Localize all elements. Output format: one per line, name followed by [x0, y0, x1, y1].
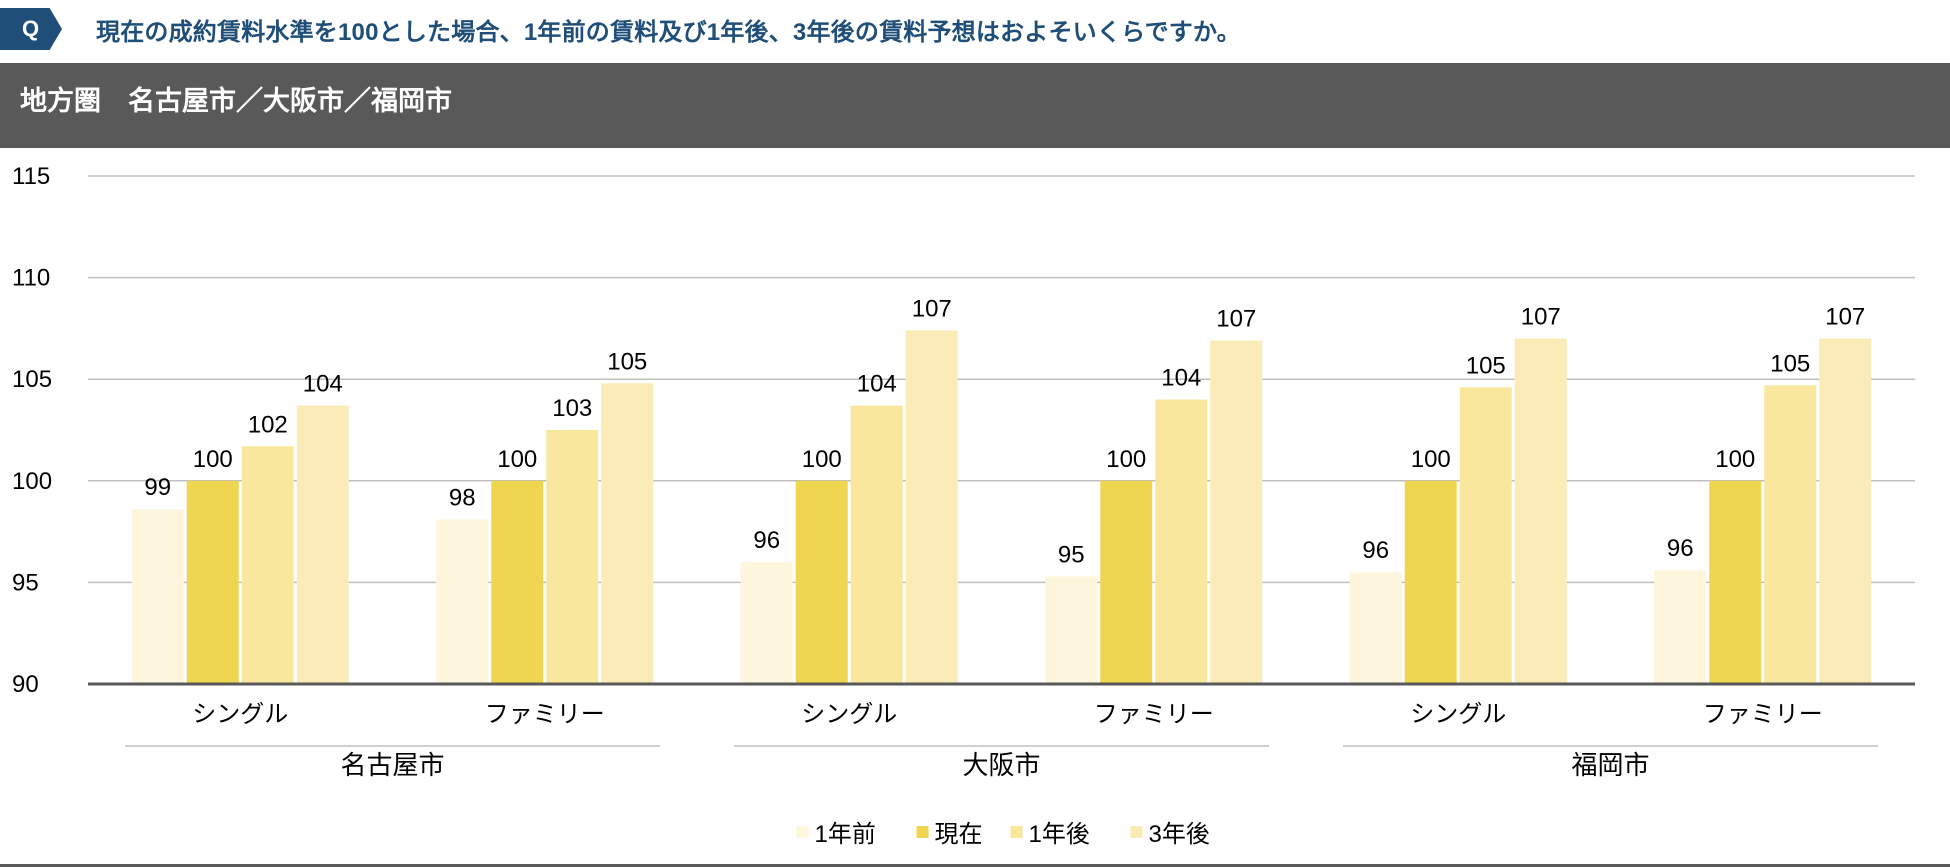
- y-tick-label: 110: [12, 265, 50, 292]
- bar: [1404, 480, 1457, 684]
- data-label: 107: [1521, 304, 1561, 331]
- bar: [436, 519, 489, 684]
- question-text: 現在の成約賃料水準を100とした場合、1年前の賃料及び1年後、3年後の賃料予想は…: [96, 19, 1241, 46]
- data-label: 100: [1411, 446, 1451, 473]
- bar-chart: 90 95 100 105 110 115 99 100 102 104 98 100 103 105 96…: [12, 163, 1915, 848]
- x-group-label: 大阪市: [962, 750, 1040, 780]
- data-label: 107: [1825, 304, 1865, 331]
- y-tick-label: 115: [12, 163, 50, 190]
- bar: [296, 405, 349, 684]
- legend-swatch: [1130, 826, 1143, 838]
- data-label: 100: [497, 446, 537, 473]
- bar: [546, 430, 599, 684]
- bar: [1045, 576, 1098, 684]
- data-label: 100: [802, 446, 842, 473]
- data-label: 104: [1161, 365, 1201, 392]
- x-category-label: シングル: [1410, 701, 1506, 728]
- data-label: 100: [1715, 446, 1755, 473]
- legend-label: 1年後: [1029, 821, 1090, 848]
- data-label: 103: [552, 395, 592, 422]
- bar: [131, 509, 184, 684]
- data-label: 98: [449, 484, 476, 511]
- bar: [850, 405, 903, 684]
- y-tick-label: 100: [12, 468, 52, 495]
- bar: [740, 562, 793, 684]
- question-badge: Q: [0, 8, 62, 50]
- bar: [1155, 399, 1208, 684]
- data-label: 104: [303, 371, 343, 398]
- bar: [1764, 385, 1817, 684]
- y-tick-label: 90: [12, 671, 39, 698]
- data-label: 95: [1058, 541, 1085, 568]
- x-category-label: ファミリー: [1703, 701, 1823, 728]
- bar: [601, 383, 654, 684]
- bar: [1210, 340, 1263, 684]
- data-label: 96: [1362, 537, 1389, 564]
- x-group-label: 福岡市: [1571, 750, 1649, 780]
- data-label: 105: [1466, 352, 1506, 379]
- data-label: 100: [1106, 446, 1146, 473]
- data-label: 107: [912, 295, 952, 322]
- data-label: 100: [193, 446, 233, 473]
- legend-swatch: [1010, 826, 1023, 838]
- x-category-label: ファミリー: [485, 701, 605, 728]
- data-label: 99: [144, 474, 171, 501]
- y-tick-label: 105: [12, 366, 52, 393]
- bottom-divider: [0, 864, 1950, 867]
- x-category-label: ファミリー: [1094, 701, 1214, 728]
- legend-label: 現在: [935, 821, 983, 848]
- bar: [795, 480, 848, 684]
- bar: [1654, 570, 1707, 684]
- region-title: 地方圏 名古屋市／大阪市／福岡市: [20, 86, 452, 116]
- data-label: 96: [1667, 535, 1694, 562]
- bar: [1514, 338, 1567, 684]
- data-label: 104: [857, 371, 897, 398]
- x-group-label: 名古屋市: [340, 750, 444, 780]
- data-label: 105: [1770, 350, 1810, 377]
- bar: [491, 480, 544, 684]
- data-label: 107: [1216, 306, 1256, 333]
- bar: [241, 446, 294, 684]
- x-category-label: シングル: [192, 701, 288, 728]
- bar: [1819, 338, 1872, 684]
- data-label: 102: [248, 411, 288, 438]
- question-header: Q 現在の成約賃料水準を100とした場合、1年前の賃料及び1年後、3年後の賃料予…: [0, 0, 1950, 52]
- legend-label: 3年後: [1149, 821, 1210, 848]
- bar: [905, 330, 958, 684]
- bar: [1709, 480, 1762, 684]
- data-label: 96: [753, 527, 780, 554]
- bar: [1459, 387, 1512, 684]
- region-band: 地方圏 名古屋市／大阪市／福岡市: [0, 63, 1950, 148]
- bar: [1349, 572, 1402, 684]
- bar: [1100, 480, 1153, 684]
- bar: [186, 480, 239, 684]
- legend-swatch: [796, 826, 809, 838]
- legend-swatch: [916, 826, 929, 838]
- data-label: 105: [607, 348, 647, 375]
- legend-label: 1年前: [815, 821, 876, 848]
- x-category-label: シングル: [801, 701, 897, 728]
- y-tick-label: 95: [12, 569, 39, 596]
